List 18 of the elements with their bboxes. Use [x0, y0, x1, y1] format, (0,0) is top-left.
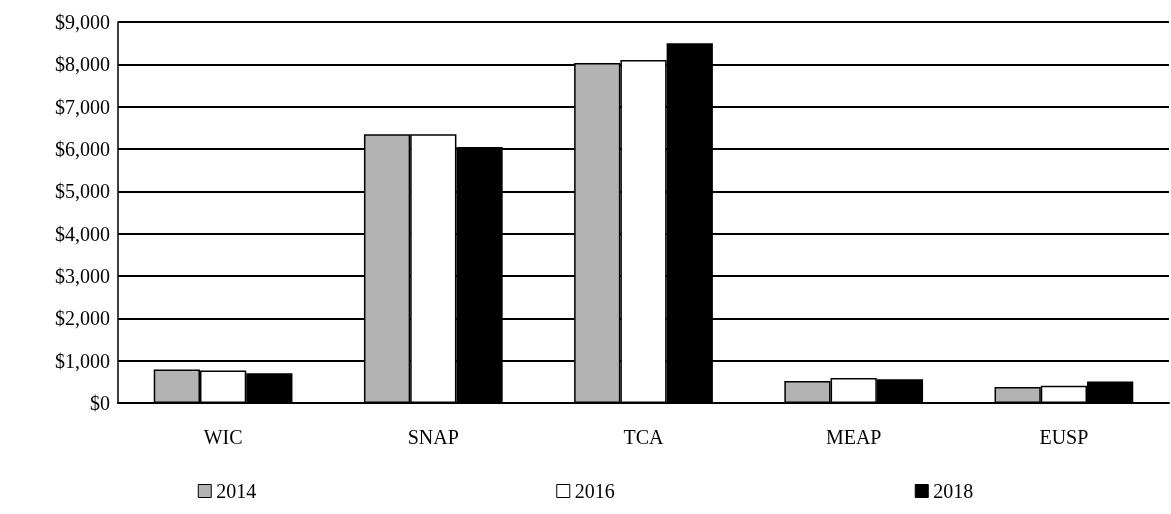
y-tick-label: $9,000 — [55, 11, 110, 33]
x-tick-label: TCA — [623, 426, 665, 448]
y-tick-label: $6,000 — [55, 138, 110, 160]
legend-label: 2018 — [933, 480, 974, 502]
y-tick-label: $2,000 — [55, 307, 110, 330]
legend-label: 2014 — [216, 480, 257, 502]
y-tick-label: $1,000 — [55, 349, 110, 372]
y-tick-label: $4,000 — [55, 222, 110, 245]
y-tick-label: $3,000 — [55, 265, 110, 287]
y-tick-label: $5,000 — [55, 180, 110, 203]
x-tick-label: MEAP — [825, 426, 882, 448]
legend-label: 2016 — [574, 480, 615, 502]
y-tick-label: $8,000 — [55, 53, 110, 76]
y-tick-label: $7,000 — [55, 95, 110, 118]
x-tick-label: SNAP — [407, 426, 459, 448]
x-tick-label: EUSP — [1039, 426, 1089, 448]
x-tick-label: WIC — [203, 426, 243, 448]
y-tick-label: $0 — [90, 392, 110, 414]
